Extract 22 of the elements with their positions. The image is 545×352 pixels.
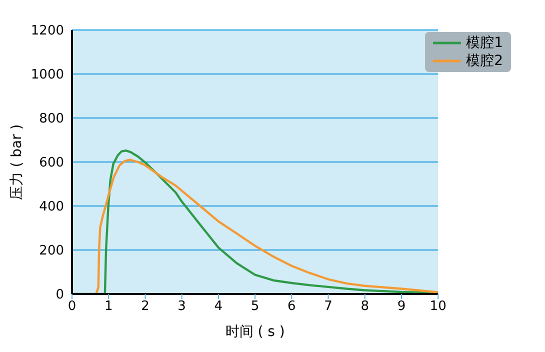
x-tick-label: 6 [288,299,296,314]
x-tick-label: 4 [214,299,223,314]
y-tick-label: 1000 [30,68,64,83]
x-tick-label: 9 [397,299,406,314]
x-tick-label: 0 [68,299,76,314]
y-tick-label: 0 [56,288,64,303]
legend-label: 模腔2 [466,52,503,70]
x-tick-label: 10 [430,299,446,314]
x-tick-label: 5 [250,299,260,314]
y-tick-label: 200 [39,244,64,259]
y-tick-label: 1200 [30,24,64,39]
legend-label: 模腔1 [466,34,503,52]
x-tick-label: 1 [104,299,113,314]
x-tick-label: 2 [141,299,150,314]
x-tick-label: 7 [324,299,332,314]
y-tick-label: 600 [39,156,64,171]
y-tick-label: 800 [39,112,64,127]
y-axis-title: 压力 ( bar ) [8,124,25,200]
x-tick-label: 3 [178,299,186,314]
x-tick-label: 8 [360,299,370,314]
y-tick-label: 400 [39,200,64,215]
x-axis-title: 时间 ( s ) [225,324,285,340]
